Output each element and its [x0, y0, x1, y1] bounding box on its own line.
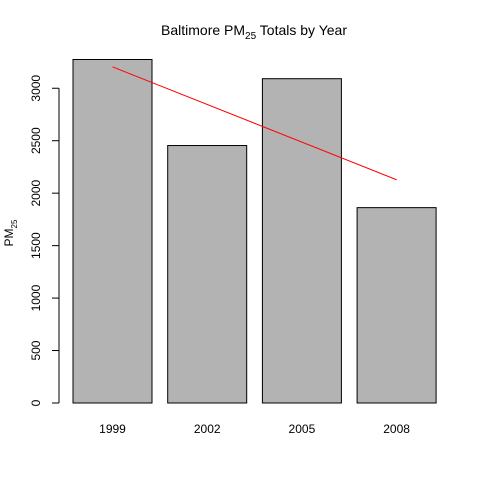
y-tick-label-1500: 1500 [29, 232, 43, 259]
chart-title: Baltimore PM25 Totals by Year [161, 22, 347, 42]
x-axis-labels: 1999 2002 2005 2008 [99, 422, 410, 436]
bars-group [72, 59, 437, 404]
x-tick-label-2002: 2002 [194, 422, 221, 436]
y-axis-label-main: PM [2, 228, 16, 246]
y-tick-label-500: 500 [29, 340, 43, 360]
trend-line-group [112, 66, 397, 181]
chart-title-main: Baltimore PM [161, 22, 245, 38]
x-tick-label-1999: 1999 [99, 422, 126, 436]
bar-1999 [72, 59, 153, 404]
y-tick-label-1000: 1000 [29, 284, 43, 311]
y-axis: 0 500 1000 1500 2000 2500 3000 [29, 75, 60, 406]
y-tick-label-2500: 2500 [29, 127, 43, 154]
y-tick-label-0: 0 [29, 399, 43, 406]
bar-2008 [356, 207, 437, 404]
bar-2005 [261, 78, 342, 404]
y-tick-label-2000: 2000 [29, 179, 43, 206]
bar-2002 [167, 145, 248, 404]
y-axis-label-subscript: 25 [10, 219, 19, 228]
x-tick-label-2008: 2008 [383, 422, 410, 436]
trend-line [112, 66, 397, 181]
y-axis-label: PM25 [2, 219, 19, 246]
x-tick-label-2005: 2005 [289, 422, 316, 436]
chart-title-suffix: Totals by Year [256, 22, 347, 38]
y-tick-label-3000: 3000 [29, 75, 43, 102]
chart-title-subscript: 25 [245, 31, 257, 42]
